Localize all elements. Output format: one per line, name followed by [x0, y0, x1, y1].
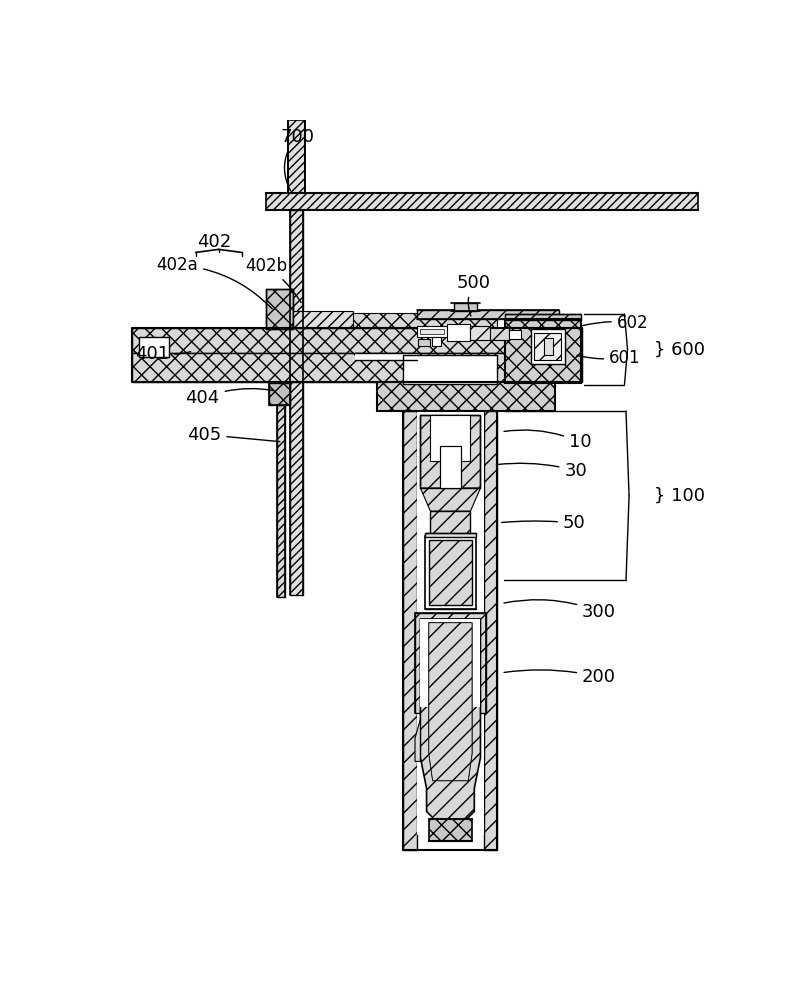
Bar — [417, 326, 448, 337]
Bar — [290, 210, 304, 595]
Bar — [430, 511, 471, 534]
Polygon shape — [420, 619, 480, 819]
Bar — [471, 326, 490, 340]
Polygon shape — [415, 719, 420, 761]
Bar — [139, 337, 168, 357]
Polygon shape — [420, 488, 480, 511]
Text: 404: 404 — [186, 389, 274, 407]
Text: 700: 700 — [280, 128, 314, 191]
Bar — [420, 415, 480, 488]
Bar — [543, 338, 553, 355]
Text: 200: 200 — [504, 668, 616, 686]
Bar — [425, 536, 476, 609]
Bar — [355, 353, 417, 360]
Bar — [277, 405, 285, 597]
Bar — [131, 353, 582, 382]
Bar — [448, 324, 471, 341]
Bar — [403, 355, 498, 384]
Bar — [425, 533, 476, 537]
Text: 405: 405 — [187, 426, 280, 444]
Polygon shape — [429, 623, 472, 781]
Bar — [505, 319, 581, 383]
Bar — [267, 289, 293, 329]
Bar — [269, 383, 290, 405]
Bar — [267, 193, 698, 210]
Bar — [505, 314, 581, 320]
Bar — [483, 411, 498, 850]
Text: 602: 602 — [582, 314, 649, 332]
Text: 300: 300 — [504, 600, 616, 621]
Bar — [417, 310, 559, 319]
Bar — [420, 329, 444, 334]
Bar — [531, 329, 565, 364]
Text: 601: 601 — [577, 349, 641, 367]
Text: 402a: 402a — [157, 256, 272, 309]
Bar — [430, 415, 471, 461]
Bar — [429, 540, 472, 605]
Text: 401: 401 — [134, 345, 191, 363]
Bar — [429, 819, 472, 841]
Text: 30: 30 — [496, 462, 587, 480]
Text: 402b: 402b — [246, 257, 301, 302]
Bar — [293, 311, 354, 328]
Bar — [420, 619, 480, 707]
Bar — [453, 303, 477, 311]
Text: 500: 500 — [456, 274, 490, 316]
Text: 50: 50 — [501, 514, 585, 532]
Bar — [490, 328, 509, 340]
Bar — [418, 411, 483, 835]
Bar — [403, 411, 418, 850]
Bar — [288, 120, 305, 193]
Bar — [415, 613, 486, 713]
Bar — [418, 339, 430, 346]
Bar — [535, 333, 562, 360]
Bar — [440, 446, 461, 488]
Bar — [403, 355, 498, 384]
Bar — [509, 330, 520, 339]
Bar — [131, 328, 582, 353]
Bar — [267, 312, 498, 328]
Text: } 600: } 600 — [653, 340, 705, 358]
Bar — [377, 382, 555, 411]
Bar — [432, 337, 441, 346]
Polygon shape — [429, 623, 472, 781]
Text: } 100: } 100 — [653, 487, 705, 505]
Text: 402: 402 — [197, 233, 231, 251]
Text: 10: 10 — [504, 430, 592, 451]
